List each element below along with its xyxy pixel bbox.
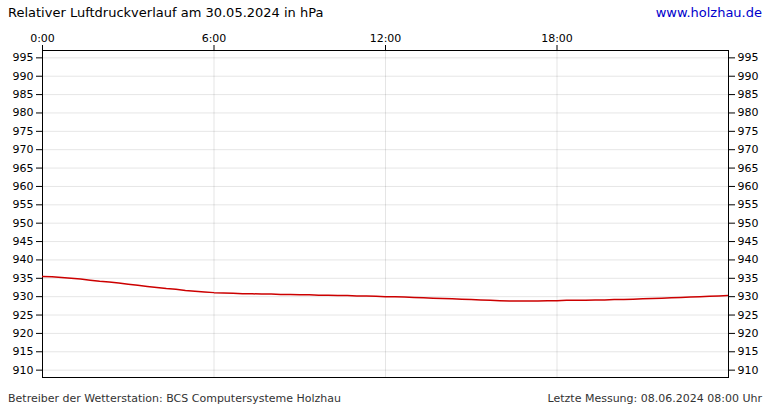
svg-text:980: 980 xyxy=(13,106,34,119)
svg-text:18:00: 18:00 xyxy=(541,32,573,45)
svg-text:980: 980 xyxy=(738,106,759,119)
svg-text:970: 970 xyxy=(738,143,759,156)
svg-text:915: 915 xyxy=(738,345,759,358)
svg-text:995: 995 xyxy=(738,51,759,64)
svg-text:995: 995 xyxy=(13,51,34,64)
svg-text:975: 975 xyxy=(13,125,34,138)
svg-text:935: 935 xyxy=(13,272,34,285)
svg-text:945: 945 xyxy=(738,235,759,248)
html-text:www.holzhau.de: www.holzhau.de xyxy=(655,4,762,20)
svg-text:965: 965 xyxy=(13,162,34,175)
svg-text:945: 945 xyxy=(13,235,34,248)
svg-text:975: 975 xyxy=(738,125,759,138)
svg-text:910: 910 xyxy=(738,364,759,377)
svg-text:985: 985 xyxy=(738,88,759,101)
svg-text:930: 930 xyxy=(13,290,34,303)
svg-text:970: 970 xyxy=(13,143,34,156)
svg-text:940: 940 xyxy=(13,253,34,266)
svg-text:955: 955 xyxy=(13,198,34,211)
svg-text:930: 930 xyxy=(738,290,759,303)
svg-text:955: 955 xyxy=(738,198,759,211)
html-text:Betreiber der Wetterstation: B: Betreiber der Wetterstation: BCS Compute… xyxy=(8,391,341,405)
svg-text:920: 920 xyxy=(738,327,759,340)
html-text:Letzte Messung: 08.06.2024 08:: Letzte Messung: 08.06.2024 08:00 Uhr xyxy=(547,391,762,405)
svg-text:990: 990 xyxy=(13,70,34,83)
svg-text:990: 990 xyxy=(738,70,759,83)
svg-text:960: 960 xyxy=(738,180,759,193)
svg-text:925: 925 xyxy=(13,309,34,322)
svg-text:12:00: 12:00 xyxy=(370,32,402,45)
svg-text:6:00: 6:00 xyxy=(202,32,227,45)
svg-text:940: 940 xyxy=(738,253,759,266)
svg-text:950: 950 xyxy=(13,217,34,230)
svg-text:0:00: 0:00 xyxy=(30,32,55,45)
svg-text:910: 910 xyxy=(13,364,34,377)
svg-text:960: 960 xyxy=(13,180,34,193)
svg-text:920: 920 xyxy=(13,327,34,340)
svg-text:935: 935 xyxy=(738,272,759,285)
svg-text:965: 965 xyxy=(738,162,759,175)
svg-text:950: 950 xyxy=(738,217,759,230)
svg-text:915: 915 xyxy=(13,345,34,358)
html-text:Relativer Luftdruckverlauf am: Relativer Luftdruckverlauf am 30.05.2024… xyxy=(8,4,324,20)
svg-text:925: 925 xyxy=(738,309,759,322)
svg-text:985: 985 xyxy=(13,88,34,101)
